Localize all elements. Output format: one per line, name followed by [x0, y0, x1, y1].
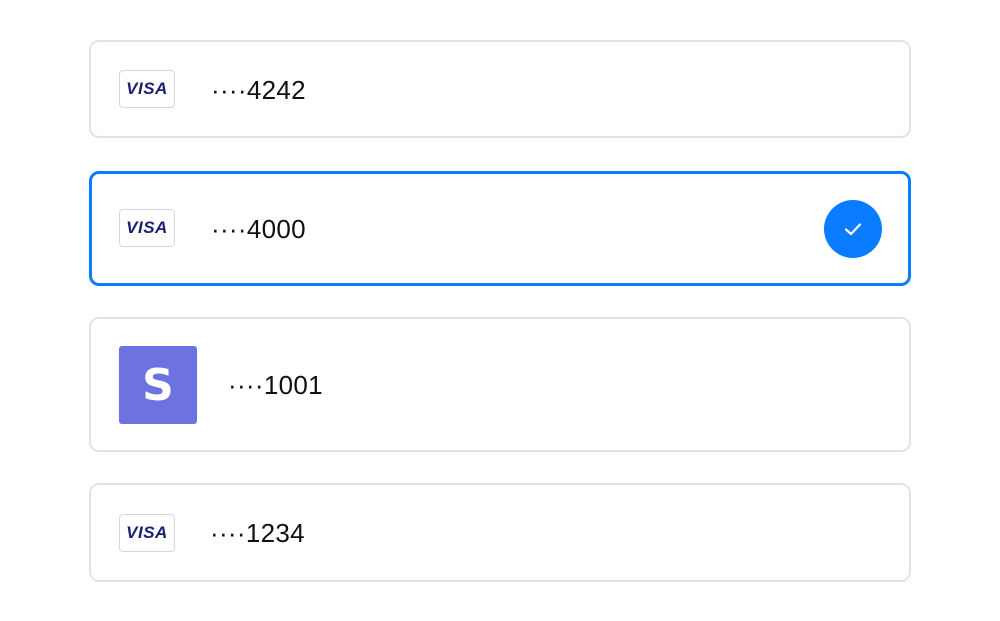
- selected-checkmark-icon: [824, 200, 882, 258]
- payment-method-card-1234[interactable]: VISA ····1234: [89, 483, 911, 582]
- payment-method-card-4000[interactable]: VISA ····4000: [89, 171, 911, 286]
- masked-card-number: ····1001: [228, 370, 323, 400]
- masked-card-number: ····4242: [211, 75, 306, 105]
- checkmark-icon: [844, 223, 862, 236]
- stripe-logo-icon: S: [119, 346, 197, 424]
- visa-logo-icon: VISA: [119, 209, 175, 247]
- payment-method-card-4242[interactable]: VISA ····4242: [89, 40, 911, 138]
- visa-logo-icon: VISA: [119, 70, 175, 108]
- payment-method-card-1001[interactable]: S ····1001: [89, 317, 911, 452]
- masked-card-number: ····4000: [211, 214, 306, 244]
- masked-card-number: ····1234: [210, 518, 305, 548]
- visa-logo-icon: VISA: [119, 514, 175, 552]
